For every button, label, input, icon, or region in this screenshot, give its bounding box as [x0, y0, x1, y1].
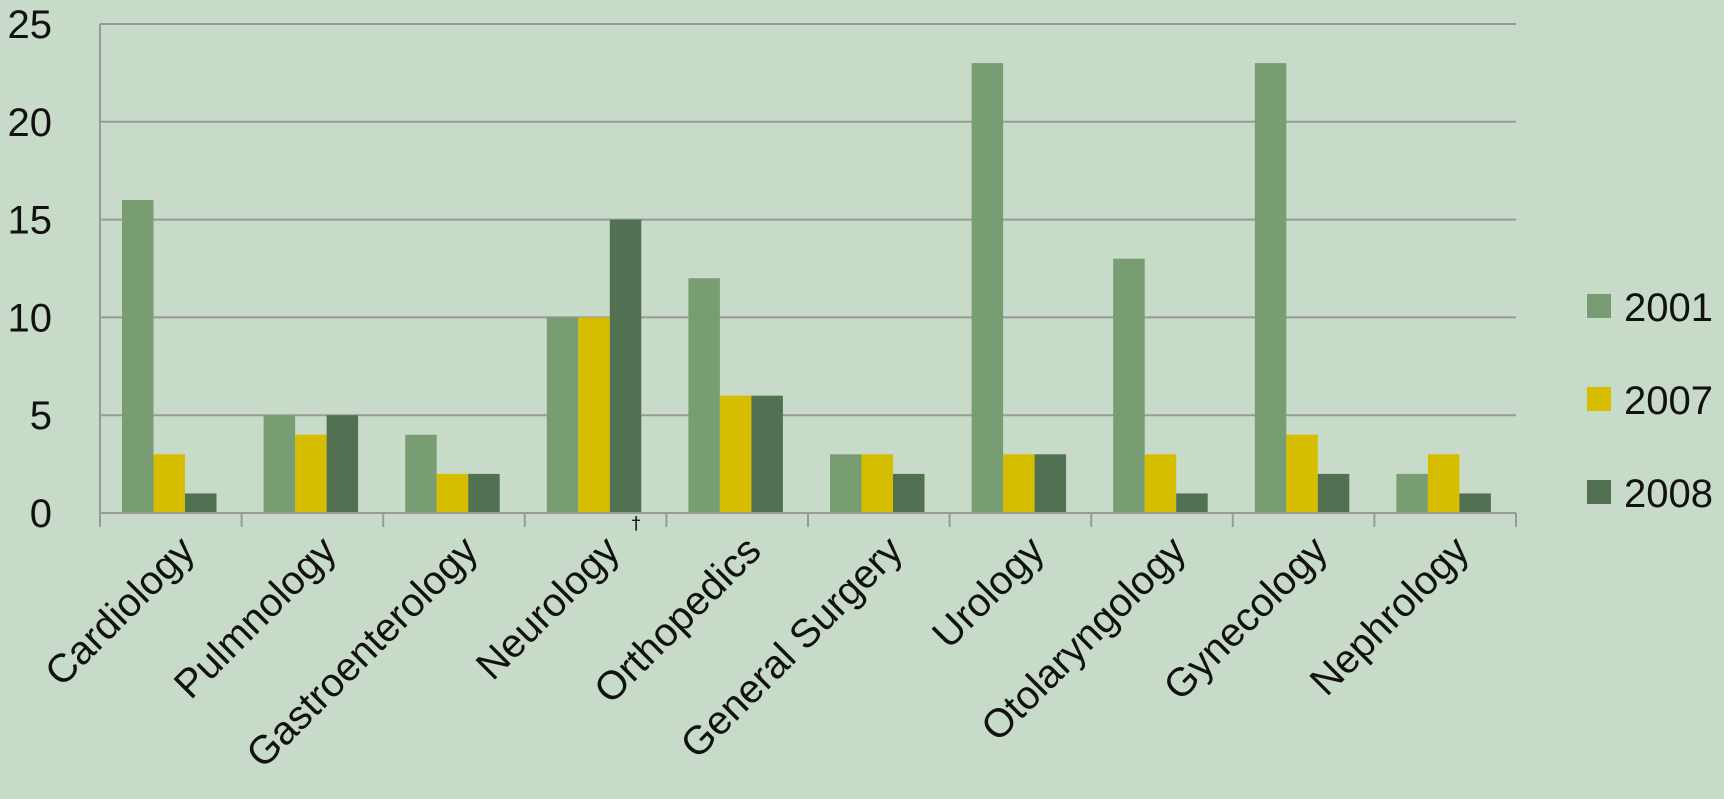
bar-2001-cardiology: [122, 200, 154, 514]
bar-2007-neurology: [578, 317, 610, 513]
legend-swatch-2007: [1587, 387, 1611, 411]
bar-2007-gastroenterology: [436, 473, 469, 513]
bar-2008-cardiology: [185, 493, 217, 513]
bar-2007-cardiology: [153, 454, 185, 513]
bar-2008-gynecology: [1317, 473, 1350, 513]
bar-2007-pulmnology: [295, 434, 327, 513]
footnote-dagger: †: [632, 513, 641, 534]
bar-2008-gastroenterology: [468, 473, 500, 513]
y-tick-label: 10: [8, 296, 53, 340]
bar-2001-gynecology: [1254, 63, 1287, 514]
bar-2008-orthopedics: [751, 395, 783, 513]
bar-2007-general-surgery: [861, 454, 893, 513]
bar-2001-general-surgery: [830, 454, 862, 513]
bar-2001-neurology: [546, 317, 579, 513]
x-axis: [99, 24, 1517, 527]
bars: [122, 63, 1491, 514]
bar-2007-otolaryngology: [1144, 454, 1177, 513]
legend: 2001 2007 2008: [1587, 286, 1713, 516]
bar-2008-pulmnology: [326, 415, 359, 513]
bar-2001-otolaryngology: [1113, 258, 1145, 513]
bar-2008-urology: [1034, 454, 1067, 513]
y-tick-label: 0: [30, 492, 52, 536]
legend-label-2008: 2008: [1624, 472, 1713, 516]
bar-2001-urology: [971, 63, 1004, 514]
bar-2008-general-surgery: [893, 473, 925, 513]
y-tick-label: 25: [8, 3, 53, 47]
bar-2007-urology: [1003, 454, 1035, 513]
bar-2008-otolaryngology: [1176, 493, 1208, 513]
legend-label-2001: 2001: [1624, 286, 1713, 330]
bar-2007-orthopedics: [719, 395, 752, 513]
bar-2001-pulmnology: [263, 415, 296, 513]
bar-2008-neurology: [609, 219, 642, 513]
y-axis-ticks: 0 5 10 15 20 25: [8, 3, 53, 536]
legend-label-2007: 2007: [1624, 379, 1713, 423]
bar-2001-nephrology: [1396, 473, 1428, 513]
bar-2007-nephrology: [1427, 454, 1460, 513]
bar-2001-orthopedics: [688, 278, 720, 513]
legend-swatch-2001: [1587, 294, 1611, 318]
x-axis-category-labels: CardiologyPulmnologyGastroenterologyNeur…: [37, 513, 1478, 776]
gridlines: [100, 23, 1516, 417]
y-tick-label: 20: [8, 101, 53, 145]
bar-2008-nephrology: [1459, 493, 1491, 513]
bar-2001-gastroenterology: [405, 434, 437, 513]
bar-2007-gynecology: [1286, 434, 1318, 513]
y-tick-label: 5: [30, 394, 52, 438]
y-tick-label: 15: [8, 199, 53, 243]
x-category-label: Urology: [924, 528, 1053, 657]
legend-swatch-2008: [1587, 480, 1611, 504]
